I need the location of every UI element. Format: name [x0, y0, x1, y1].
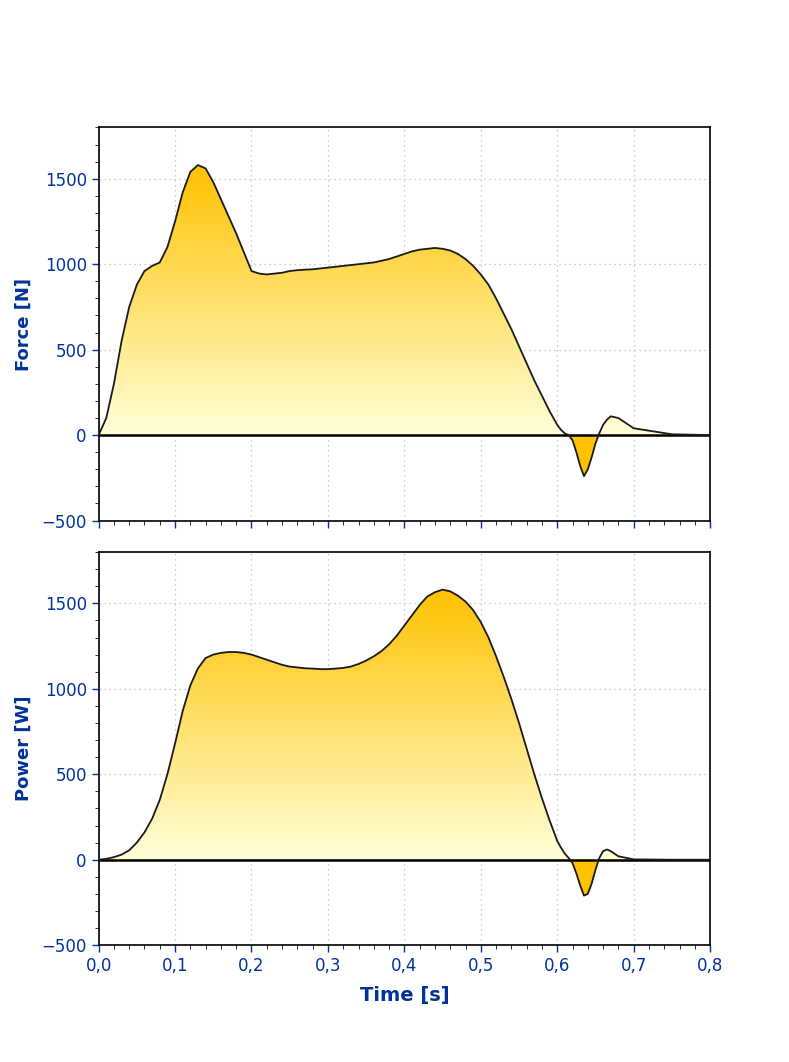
PathPatch shape [99, 435, 710, 476]
Y-axis label: Force [N]: Force [N] [15, 277, 33, 371]
PathPatch shape [99, 860, 710, 895]
X-axis label: Time [s]: Time [s] [360, 987, 449, 1005]
Y-axis label: Power [W]: Power [W] [15, 696, 33, 802]
